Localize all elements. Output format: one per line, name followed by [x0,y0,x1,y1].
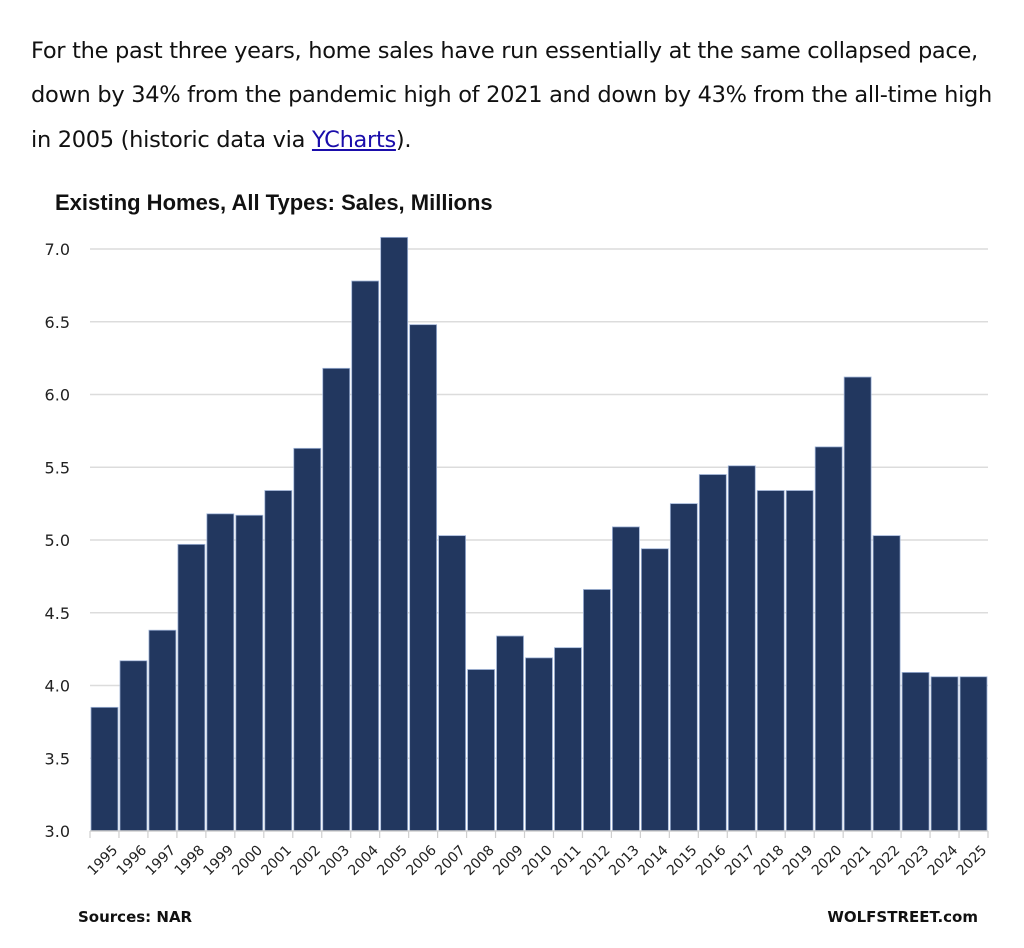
y-tick-label: 4.0 [45,677,70,696]
x-tick-label: 1997 [143,842,180,879]
x-tick-label: 2015 [664,842,701,879]
x-tick-label: 2021 [838,842,875,879]
bar-2005 [380,236,409,832]
x-tick-label: 2003 [316,842,353,879]
x-axis-ticks: 1995199619971998199920002001200220032004… [85,842,991,879]
paragraph-end: ). [395,126,412,153]
x-tick-label: 1998 [172,842,209,879]
bar-2002 [293,447,322,832]
x-tick-label: 2005 [374,842,411,879]
bar-2010 [525,657,553,832]
bar-2014 [640,548,669,832]
x-tick-label: 2024 [925,842,962,879]
x-tick-label: 2002 [287,842,324,879]
bar-2017 [727,465,756,832]
bar-2003 [322,367,351,832]
x-tick-label: 2012 [577,842,614,879]
x-tick-label: 2025 [954,842,991,879]
x-tick-label: 1996 [114,842,151,879]
bar-2004 [351,280,380,832]
bar-2013 [612,526,640,832]
bar-1996 [119,660,148,832]
x-tick-label: 2008 [461,842,498,879]
chart-title: Existing Homes, All Types: Sales, Millio… [55,190,493,215]
paragraph-text: For the past three years, home sales hav… [31,37,992,153]
x-tick-label: 2000 [230,842,267,879]
bar-1995 [90,706,119,832]
bar-2021 [843,376,872,832]
bar-2016 [698,474,727,832]
bar-2018 [756,490,785,832]
x-tick-label: 2014 [635,842,672,879]
source-note: Sources: NAR [78,908,193,926]
y-tick-label: 7.0 [45,240,70,259]
y-tick-label: 4.5 [45,604,70,623]
bar-2008 [467,669,495,832]
x-tick-label: 2004 [345,842,382,879]
article-paragraph: For the past three years, home sales hav… [31,29,1001,163]
bar-2009 [496,635,524,832]
y-tick-label: 3.5 [45,749,70,768]
bar-2015 [669,503,698,832]
bar-2022 [872,535,901,832]
x-tick-label: 2023 [896,842,933,879]
x-tick-label: 2018 [751,842,788,879]
bars [90,236,988,832]
x-tick-label: 2017 [722,842,759,879]
y-tick-label: 6.5 [45,313,70,332]
bar-2020 [814,446,843,832]
x-tick-label: 1995 [85,842,122,879]
bar-2012 [583,589,611,832]
x-tick-label: 2007 [432,842,469,879]
bar-2023 [901,672,930,832]
bar-1999 [206,513,235,832]
x-axis [89,830,989,838]
x-tick-label: 2022 [867,842,904,879]
y-tick-label: 5.0 [45,531,70,550]
bar-1997 [148,629,177,832]
bar-1998 [177,543,206,832]
bar-2000 [235,514,264,832]
x-tick-label: 2013 [606,842,643,879]
bar-2007 [438,535,466,832]
bar-2001 [264,490,293,832]
ycharts-link[interactable]: YCharts [311,126,396,153]
y-tick-label: 5.5 [45,458,70,477]
x-tick-label: 2001 [259,842,296,879]
x-tick-label: 1999 [201,842,238,879]
y-tick-label: 6.0 [45,386,70,405]
x-tick-label: 2006 [403,842,440,879]
x-tick-label: 2010 [519,842,556,879]
x-tick-label: 2019 [780,842,817,879]
credit-note: WOLFSTREET.com [827,908,978,926]
bar-2006 [409,324,438,832]
bar-2019 [785,490,814,832]
x-tick-label: 2020 [809,842,846,879]
x-tick-label: 2011 [548,842,585,879]
x-tick-label: 2016 [693,842,730,879]
bar-2024 [930,676,959,832]
x-tick-label: 2009 [490,842,527,879]
y-axis-ticks: 3.0 3.5 4.0 4.5 5.0 5.5 6.0 6.5 7.0 [45,240,70,841]
y-tick-label: 3.0 [45,822,70,841]
bar-2011 [554,647,582,832]
bar-2025 [959,676,988,832]
